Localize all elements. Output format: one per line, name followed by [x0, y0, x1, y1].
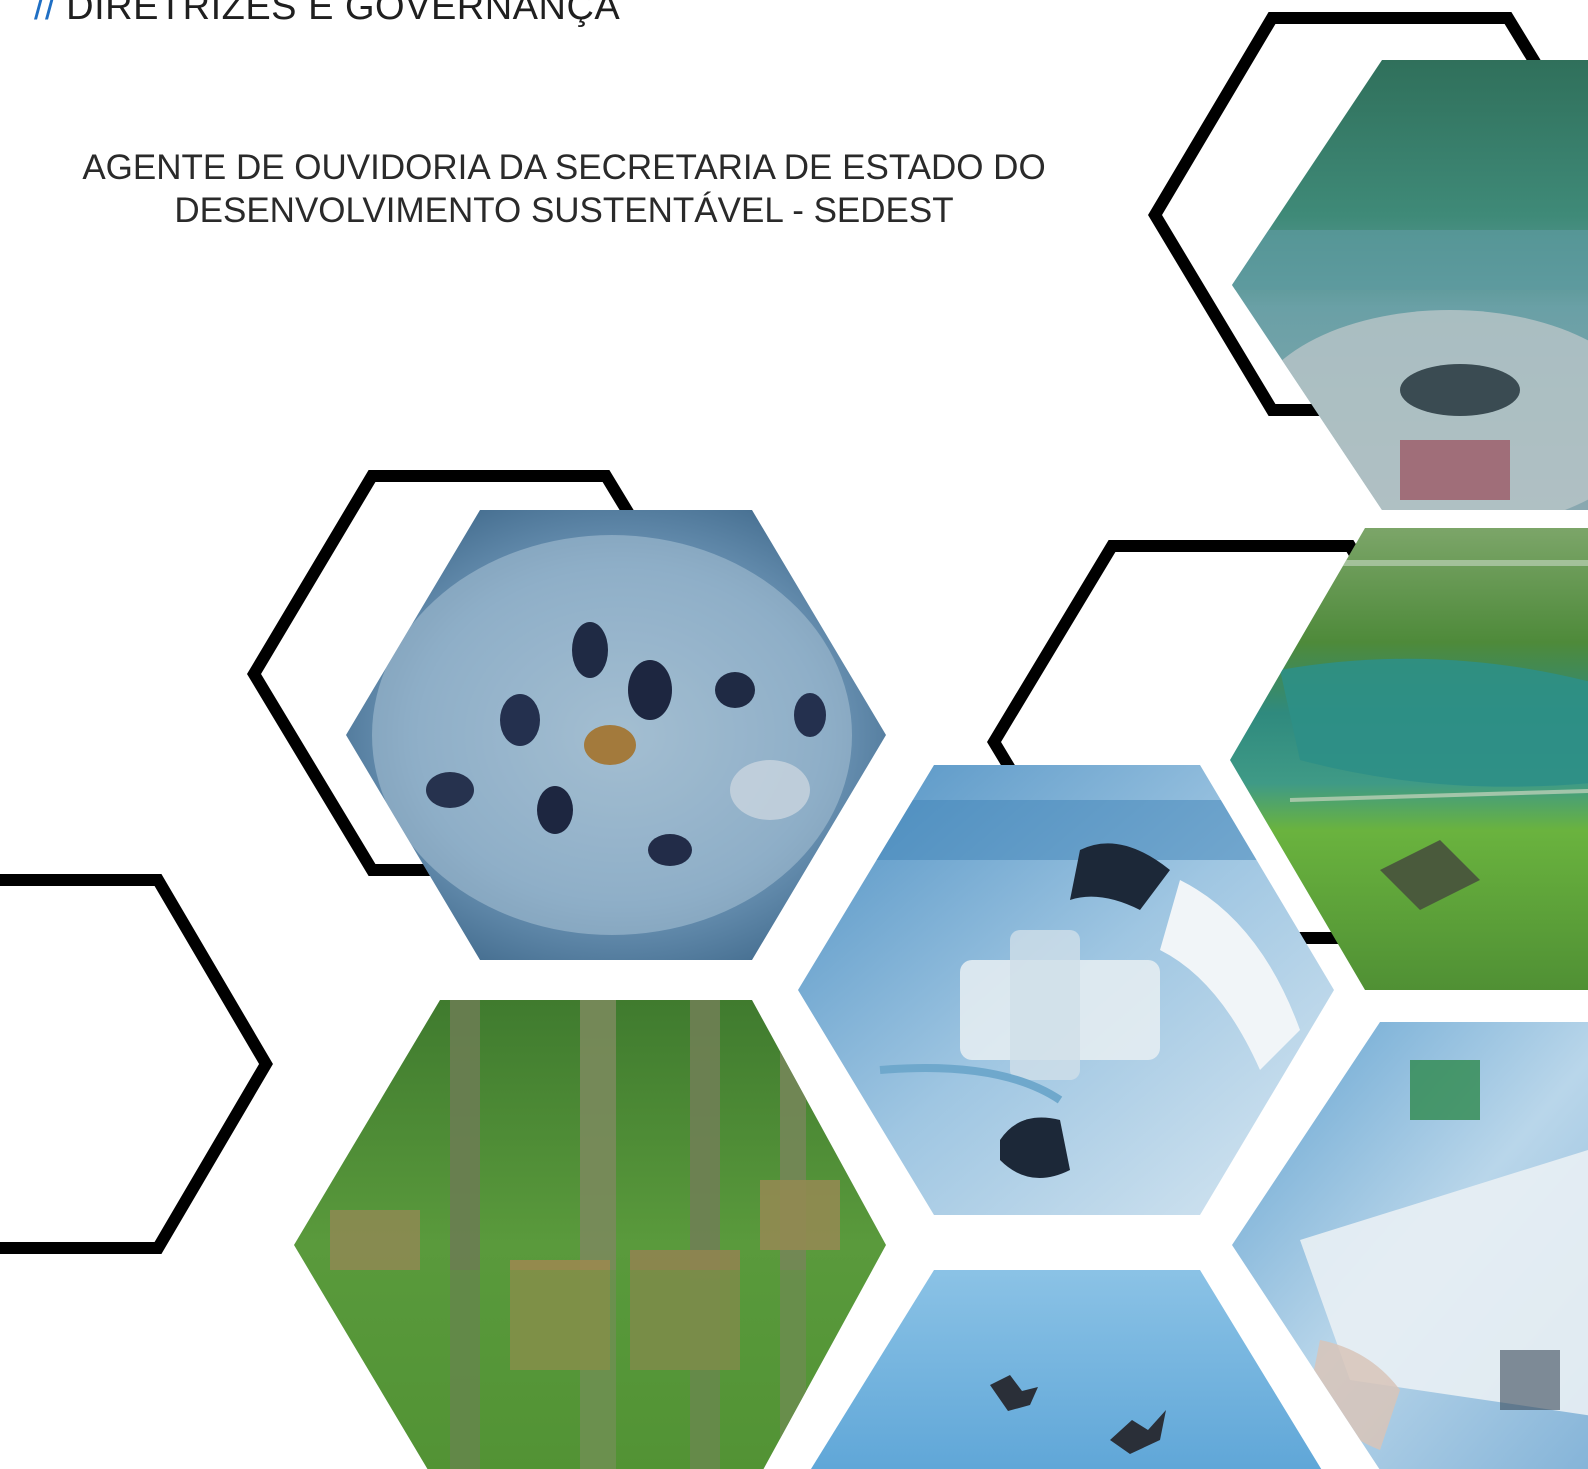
page-subtitle: AGENTE DE OUVIDORIA DA SECRETARIA DE EST…	[0, 146, 1128, 232]
heading-title: DIRETRIZES E GOVERNANÇA	[66, 0, 621, 28]
subtitle-line-1: AGENTE DE OUVIDORIA DA SECRETARIA DE EST…	[82, 148, 1046, 187]
photo-hex-bees	[346, 510, 886, 960]
subtitle-line-2: DESENVOLVIMENTO SUSTENTÁVEL - SEDEST	[174, 191, 954, 230]
section-heading: // DIRETRIZES E GOVERNANÇA	[34, 0, 620, 32]
photo-hex-laboratory	[798, 765, 1334, 1215]
photo-hex-sky-birds	[798, 1270, 1334, 1469]
photo-hex-jaguar	[1232, 60, 1588, 510]
photo-hex-forest-hives	[294, 1000, 886, 1469]
hexagon-outline-left-edge	[0, 874, 273, 1254]
heading-slashes: //	[34, 0, 57, 28]
